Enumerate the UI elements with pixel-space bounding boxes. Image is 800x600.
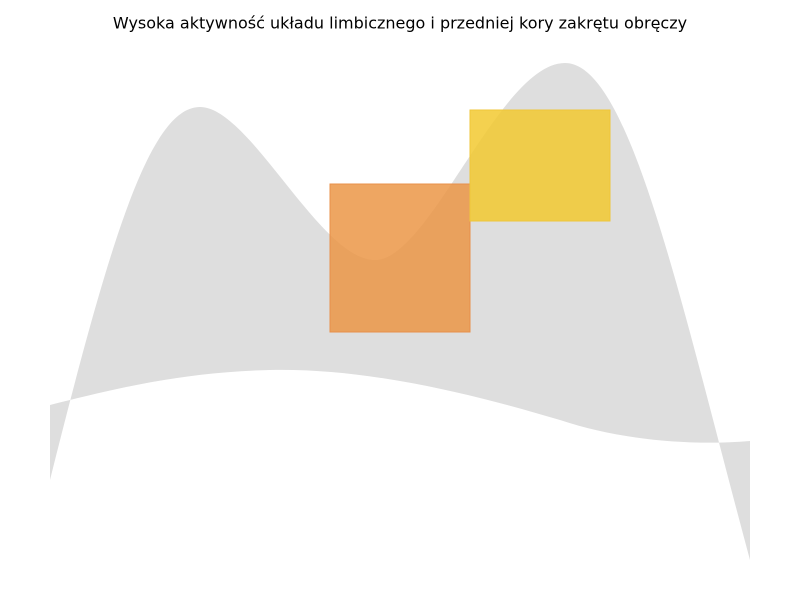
figure-title: Wysoka aktywność układu limbicznego i pr… <box>113 14 687 33</box>
yellow-box <box>469 109 611 222</box>
orange-box <box>329 183 471 333</box>
